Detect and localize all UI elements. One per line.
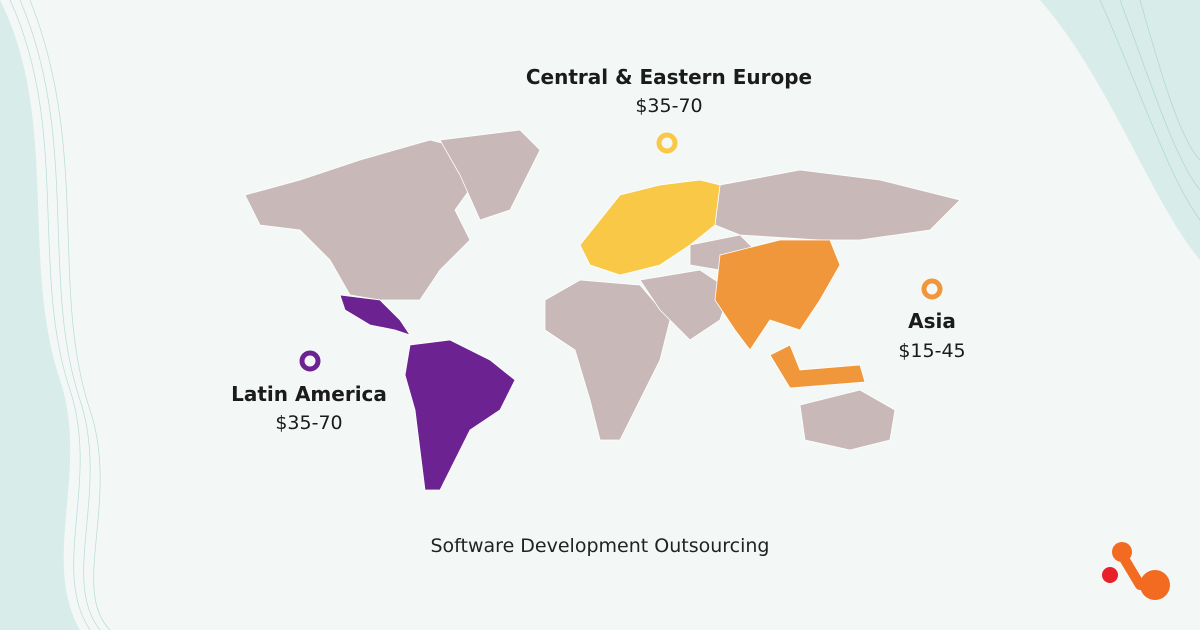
region-rate: $35-70: [635, 95, 702, 117]
region-name: Asia: [908, 309, 956, 333]
decor-right: [1040, 0, 1200, 260]
world-map: [244, 129, 961, 491]
region-shape: [714, 239, 841, 351]
marker: [299, 350, 321, 372]
logo: [1102, 542, 1170, 600]
marker: [656, 132, 678, 154]
region-shape: [579, 179, 721, 276]
region-shape: [769, 344, 866, 389]
region-name: Latin America: [231, 382, 387, 406]
region-rate: $35-70: [275, 412, 342, 434]
region-shape: [404, 339, 516, 491]
decor-left: [0, 0, 111, 630]
region-shape: [339, 294, 411, 336]
caption: Software Development Outsourcing: [431, 535, 770, 557]
region-name: Central & Eastern Europe: [526, 65, 812, 89]
marker: [921, 278, 943, 300]
region-rate: $15-45: [898, 340, 965, 362]
